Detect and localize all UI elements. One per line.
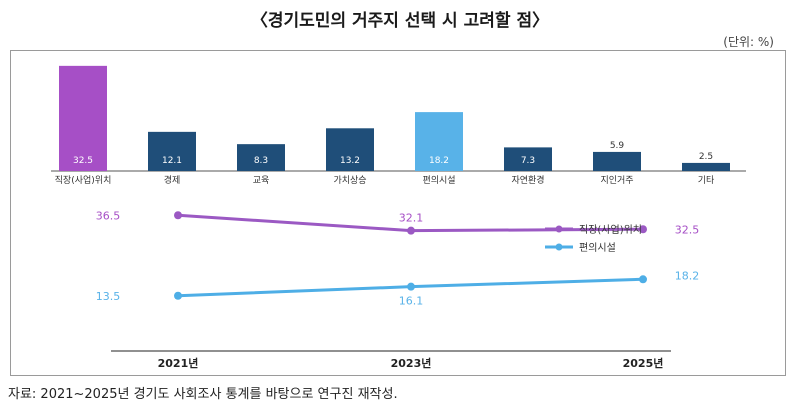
line-value-label: 36.5: [96, 209, 121, 222]
bar-value-label: 12.1: [162, 156, 182, 166]
bar-value-label: 18.2: [429, 156, 449, 166]
line-x-tick-label: 2021년: [158, 356, 199, 370]
bar-value-label: 2.5: [699, 152, 713, 162]
bar-category-label: 기타: [698, 175, 715, 186]
bar-value-label: 32.5: [73, 156, 93, 166]
line-x-tick-label: 2025년: [623, 356, 664, 370]
line-value-label: 18.2: [675, 269, 700, 282]
bar-1: [148, 131, 196, 171]
line-value-label: 13.5: [96, 290, 121, 303]
legend-marker-1: [555, 243, 563, 251]
bar-category-label: 직장(사업)위치: [55, 174, 112, 186]
line-value-label: 16.1: [399, 295, 424, 308]
bar-value-label: 7.3: [521, 156, 535, 166]
line-x-tick-label: 2023년: [391, 356, 432, 370]
bar-6: [593, 151, 641, 171]
bar-category-label: 자연환경: [511, 174, 544, 186]
line-point: [639, 225, 647, 234]
bar-2: [237, 144, 285, 171]
bar-0: [59, 65, 107, 171]
legend-label: 직장(사업)위치: [579, 223, 642, 236]
bar-4: [415, 112, 463, 171]
line-point: [174, 291, 182, 300]
line-point: [174, 211, 182, 220]
legend-label: 편의시설: [579, 242, 616, 254]
bar-category-label: 지인거주: [600, 175, 633, 186]
legend-marker-0: [555, 225, 563, 233]
bar-category-label: 편의시설: [422, 174, 455, 186]
chart-panel: 32.5 직장(사업)위치 12.1 경제 8.3 교육 13.2 가치상승 18.2 편의시설 7…: [10, 50, 786, 376]
bar-3: [326, 128, 374, 171]
chart-svg: 32.5 직장(사업)위치 12.1 경제 8.3 교육 13.2 가치상승 18.2 편의시설 7…: [51, 65, 746, 370]
bar-value-label: 5.9: [610, 141, 625, 151]
source-note: 자료: 2021~2025년 경기도 사회조사 통계를 바탕으로 연구진 재작성…: [8, 387, 398, 402]
line-value-label: 32.1: [399, 212, 424, 225]
chart-title: 〈경기도민의 거주지 선택 시 고려할 점〉: [250, 11, 550, 31]
bar-category-label: 교육: [253, 175, 270, 186]
line-point: [407, 282, 415, 291]
unit-label: (단위: %): [723, 35, 774, 49]
line-point: [407, 226, 415, 235]
bar-category-label: 경제: [164, 174, 181, 186]
line-point: [639, 275, 647, 284]
bar-5: [504, 147, 552, 171]
bar-value-label: 8.3: [254, 156, 268, 166]
bar-value-label: 13.2: [340, 156, 360, 166]
bar-7: [682, 162, 730, 171]
line-value-label: 32.5: [675, 223, 700, 236]
bar-category-label: 가치상승: [333, 174, 366, 186]
